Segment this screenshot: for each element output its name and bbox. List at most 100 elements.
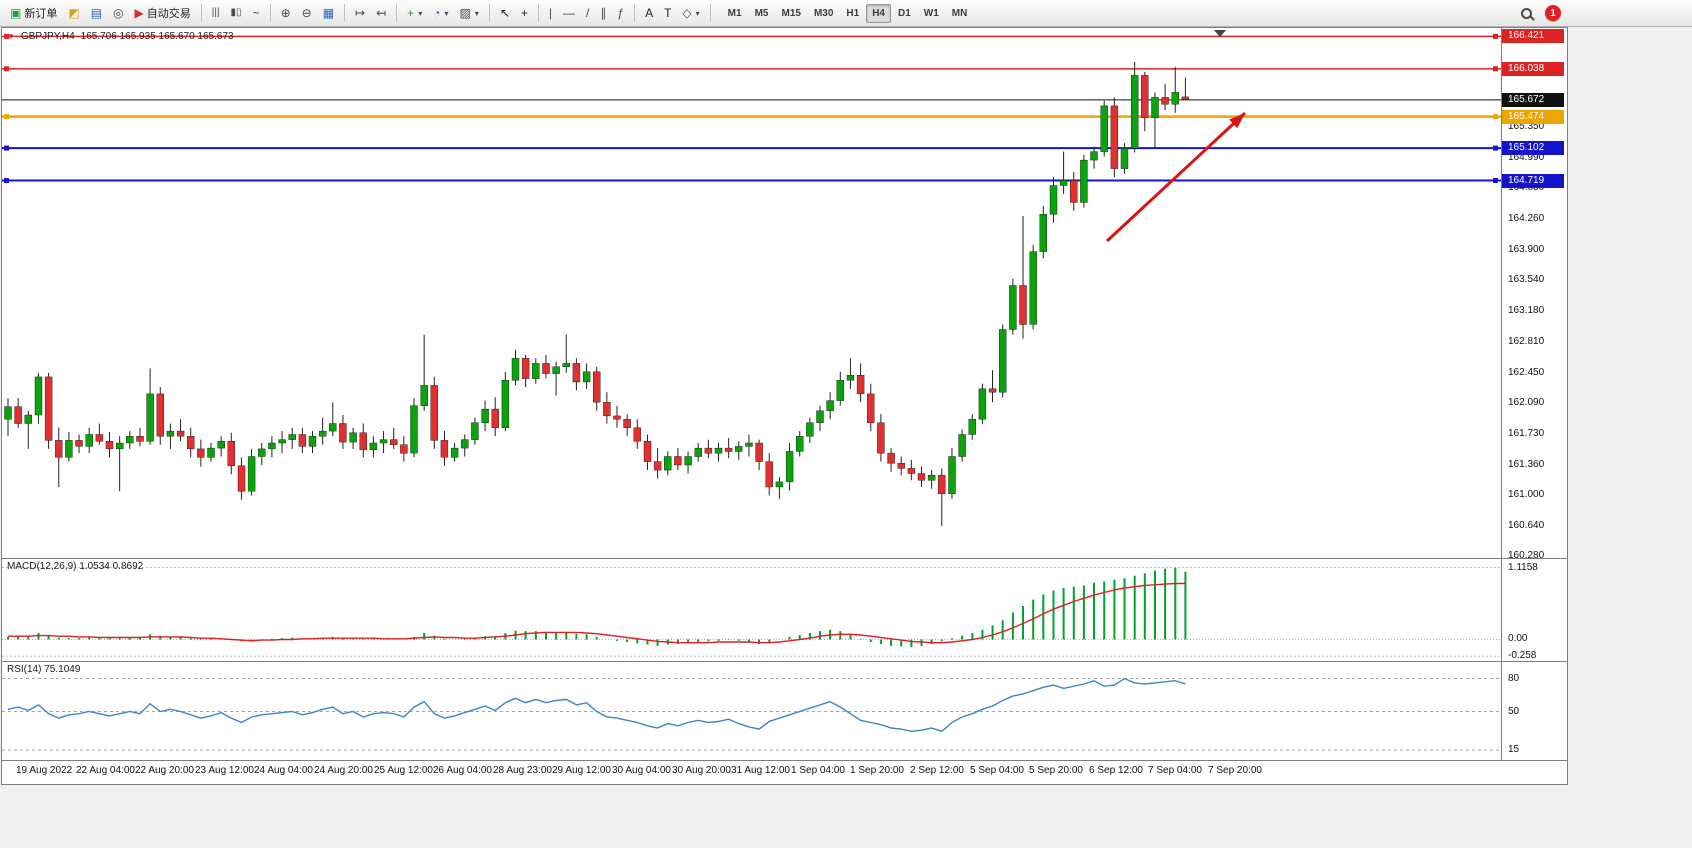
- shapes-button[interactable]: ◇ ▾: [677, 3, 704, 24]
- time-axis-label: 2 Sep 12:00: [910, 765, 964, 776]
- time-axis-label: 26 Aug 04:00: [433, 765, 492, 776]
- chevron-down-icon: ▾: [695, 8, 700, 18]
- timeframe-toolbar: M1 M5 M15 M30 H1 H4 D1 W1 MN: [722, 3, 974, 23]
- vertical-line-button[interactable]: |: [544, 3, 557, 24]
- timeframe-m30-button[interactable]: M30: [808, 4, 839, 23]
- profiles-icon: ▤: [90, 6, 103, 20]
- trendline-button[interactable]: /: [581, 3, 594, 24]
- data-window-button[interactable]: ◎: [108, 3, 128, 24]
- bar-chart-button[interactable]: |||: [207, 3, 225, 24]
- price-tick: 162.810: [1508, 336, 1545, 347]
- rsi-label: RSI(14) 75.1049: [7, 664, 81, 675]
- horizontal-line-button[interactable]: —: [558, 3, 580, 24]
- crosshair-button[interactable]: +: [516, 3, 533, 24]
- channel-button[interactable]: ∥: [595, 3, 611, 24]
- time-axis-label: 22 Aug 04:00: [76, 765, 135, 776]
- price-level-badge: 165.672: [1502, 93, 1564, 107]
- profiles-button[interactable]: ▤: [86, 3, 107, 24]
- toolbar-separator: [634, 4, 636, 22]
- rsi-axis-label: 50: [1508, 706, 1520, 717]
- zoom-in-button[interactable]: ⊕: [276, 3, 296, 24]
- new-chart-icon: ◩: [68, 6, 80, 20]
- chart-shift-button[interactable]: ↤: [371, 3, 391, 24]
- macd-chart[interactable]: [2, 559, 1501, 662]
- time-axis-label: 31 Aug 12:00: [731, 765, 790, 776]
- macd-axis-label: -0.258: [1508, 650, 1537, 661]
- price-axis[interactable]: 165.350164.990164.630164.260163.900163.5…: [1501, 28, 1567, 558]
- zoom-out-icon: ⊖: [301, 6, 312, 20]
- fibonacci-button[interactable]: ƒ: [612, 3, 629, 24]
- main-chart-pane: ▼ GBPJPY,H4 165.706 165.935 165.670 165.…: [2, 28, 1567, 559]
- timeframe-h1-button[interactable]: H1: [840, 4, 865, 23]
- text-tool-icon: A: [645, 6, 654, 20]
- cursor-button[interactable]: ↖: [495, 3, 515, 24]
- price-tick: 163.900: [1508, 244, 1545, 255]
- periods-button[interactable]: ◔ ▾: [428, 3, 453, 24]
- time-axis-label: 30 Aug 04:00: [612, 765, 671, 776]
- tile-windows-button[interactable]: ▦: [318, 3, 339, 24]
- data-window-icon: ◎: [113, 6, 124, 20]
- price-level-badge: 165.474: [1502, 110, 1564, 124]
- time-axis-label: 25 Aug 12:00: [374, 765, 433, 776]
- rsi-axis-label: 80: [1508, 673, 1520, 684]
- timeframe-d1-button[interactable]: D1: [892, 4, 917, 23]
- price-level-badge: 166.421: [1502, 29, 1564, 43]
- timeframe-h4-button[interactable]: H4: [866, 3, 891, 23]
- line-chart-button[interactable]: ~: [248, 3, 265, 24]
- timeframe-m5-button[interactable]: M5: [749, 4, 775, 23]
- zoom-in-icon: ⊕: [280, 6, 291, 20]
- price-level-badge: 166.038: [1502, 62, 1564, 76]
- rsi-axis[interactable]: 80 50 15: [1501, 662, 1567, 760]
- chevron-down-icon: ▾: [474, 8, 479, 18]
- rsi-chart[interactable]: [2, 662, 1501, 761]
- notification-badge[interactable]: 1: [1545, 5, 1561, 21]
- fibonacci-icon: ƒ: [617, 6, 625, 20]
- auto-trading-icon: ▶: [134, 6, 144, 20]
- crosshair-icon: +: [520, 6, 528, 20]
- new-order-button[interactable]: ▣ 新订单: [5, 3, 62, 24]
- indicators-button[interactable]: + ▾: [402, 3, 427, 24]
- chart-symbol-icon: ▼: [7, 32, 15, 41]
- zoom-out-button[interactable]: ⊖: [297, 3, 317, 24]
- macd-label: MACD(12,26,9) 1.0534 0.8692: [7, 561, 144, 572]
- timeframe-m15-button[interactable]: M15: [775, 4, 806, 23]
- time-axis-label: 29 Aug 12:00: [552, 765, 611, 776]
- timeframe-w1-button[interactable]: W1: [918, 4, 945, 23]
- text-tool-button[interactable]: A: [640, 3, 658, 24]
- bar-chart-icon: |||: [211, 7, 220, 18]
- macd-axis-label: 1.1158: [1508, 562, 1538, 573]
- time-axis-label: 1 Sep 04:00: [791, 765, 845, 776]
- templates-button[interactable]: ▨ ▾: [454, 3, 483, 24]
- macd-axis[interactable]: 1.1158 0.00 -0.258: [1501, 559, 1567, 661]
- chevron-down-icon: ▾: [418, 8, 423, 18]
- time-axis[interactable]: 19 Aug 2022 22 Aug 04:00 22 Aug 20:00 23 Au…: [2, 761, 1567, 781]
- timeframe-m1-button[interactable]: M1: [722, 4, 748, 23]
- price-tick: 164.260: [1508, 213, 1545, 224]
- auto-scroll-button[interactable]: ↦: [350, 3, 370, 24]
- time-axis-label: 5 Sep 20:00: [1029, 765, 1083, 776]
- chart-title: ▼ GBPJPY,H4 165.706 165.935 165.670 165.…: [7, 31, 234, 42]
- shapes-icon: ◇: [682, 6, 692, 20]
- templates-icon: ▨: [459, 6, 471, 20]
- macd-pane: MACD(12,26,9) 1.0534 0.8692 1.1158 0.00 -0…: [2, 559, 1567, 662]
- main-chart[interactable]: [2, 28, 1501, 559]
- price-tick: 163.540: [1508, 274, 1545, 285]
- search-button[interactable]: [1516, 3, 1537, 24]
- candlestick-chart-button[interactable]: ▮▯: [226, 3, 247, 24]
- time-axis-label: 23 Aug 12:00: [195, 765, 254, 776]
- rsi-pane: RSI(14) 75.1049 80 50 15: [2, 662, 1567, 761]
- new-chart-button[interactable]: ◩: [63, 3, 84, 24]
- label-tool-button[interactable]: T: [659, 3, 676, 24]
- auto-trading-button[interactable]: ▶ 自动交易: [130, 3, 196, 24]
- new-order-label: 新订单: [24, 8, 58, 20]
- clock-icon: ◔: [433, 6, 441, 20]
- toolbar-right-group: 1: [1516, 3, 1561, 24]
- toolbar-separator: [537, 4, 539, 22]
- time-axis-label: 24 Aug 04:00: [254, 765, 313, 776]
- auto-trading-label: 自动交易: [146, 8, 191, 20]
- toolbar-separator: [709, 4, 711, 22]
- time-axis-label: 5 Sep 04:00: [970, 765, 1024, 776]
- chevron-down-icon: ▾: [444, 8, 449, 18]
- timeframe-mn-button[interactable]: MN: [946, 4, 974, 23]
